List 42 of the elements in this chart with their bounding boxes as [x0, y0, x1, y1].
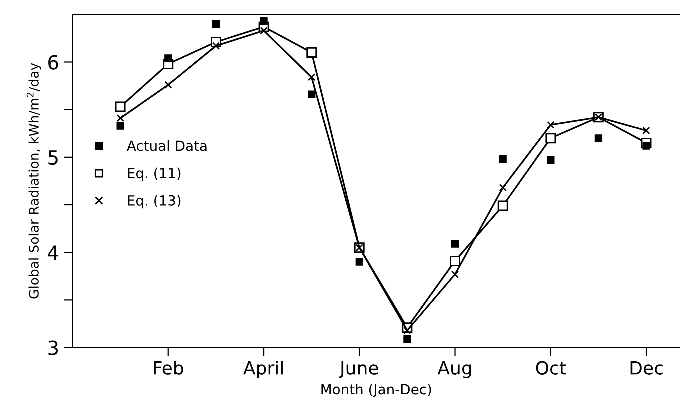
x-tick-label: June	[339, 362, 378, 378]
point	[260, 18, 268, 26]
point	[547, 156, 555, 164]
x-tick-label: Dec	[630, 362, 663, 375]
point	[164, 54, 172, 62]
legend-label: Eq. (11)	[128, 168, 181, 182]
point	[594, 134, 603, 142]
point	[308, 74, 316, 82]
point	[260, 27, 268, 35]
point	[499, 156, 507, 164]
point	[116, 114, 124, 122]
point	[547, 121, 555, 129]
point	[308, 90, 316, 98]
point	[498, 200, 508, 212]
y-axis-title: Global Solar Radiation, kWh/m$^{2}$/day	[26, 63, 42, 299]
point	[642, 142, 650, 150]
point	[450, 256, 460, 266]
point	[164, 81, 172, 89]
legend-label: Eq. (13)	[128, 195, 181, 209]
legend-label: Actual Data	[127, 140, 207, 152]
y-tick-label: 5	[48, 150, 58, 166]
point	[499, 184, 507, 192]
point	[212, 42, 220, 50]
point	[546, 133, 556, 144]
y-tick-label: 3	[48, 340, 58, 356]
point	[642, 126, 650, 135]
point	[404, 335, 412, 344]
point	[404, 326, 412, 334]
x-tick-label: Aug	[438, 362, 472, 378]
x-tick-label: Feb	[154, 360, 184, 375]
point	[451, 270, 460, 278]
point	[116, 122, 124, 130]
x-axis-title: Month (Jan-Dec)	[322, 384, 432, 398]
x-tick-label: April	[244, 360, 283, 378]
point	[451, 240, 460, 248]
point	[356, 258, 364, 266]
y-tick-label: 6	[48, 55, 58, 70]
y-tick-label: 4	[48, 246, 58, 260]
point	[115, 102, 126, 112]
x-tick-label: Oct	[536, 361, 566, 375]
point	[306, 48, 318, 58]
point	[212, 20, 220, 28]
